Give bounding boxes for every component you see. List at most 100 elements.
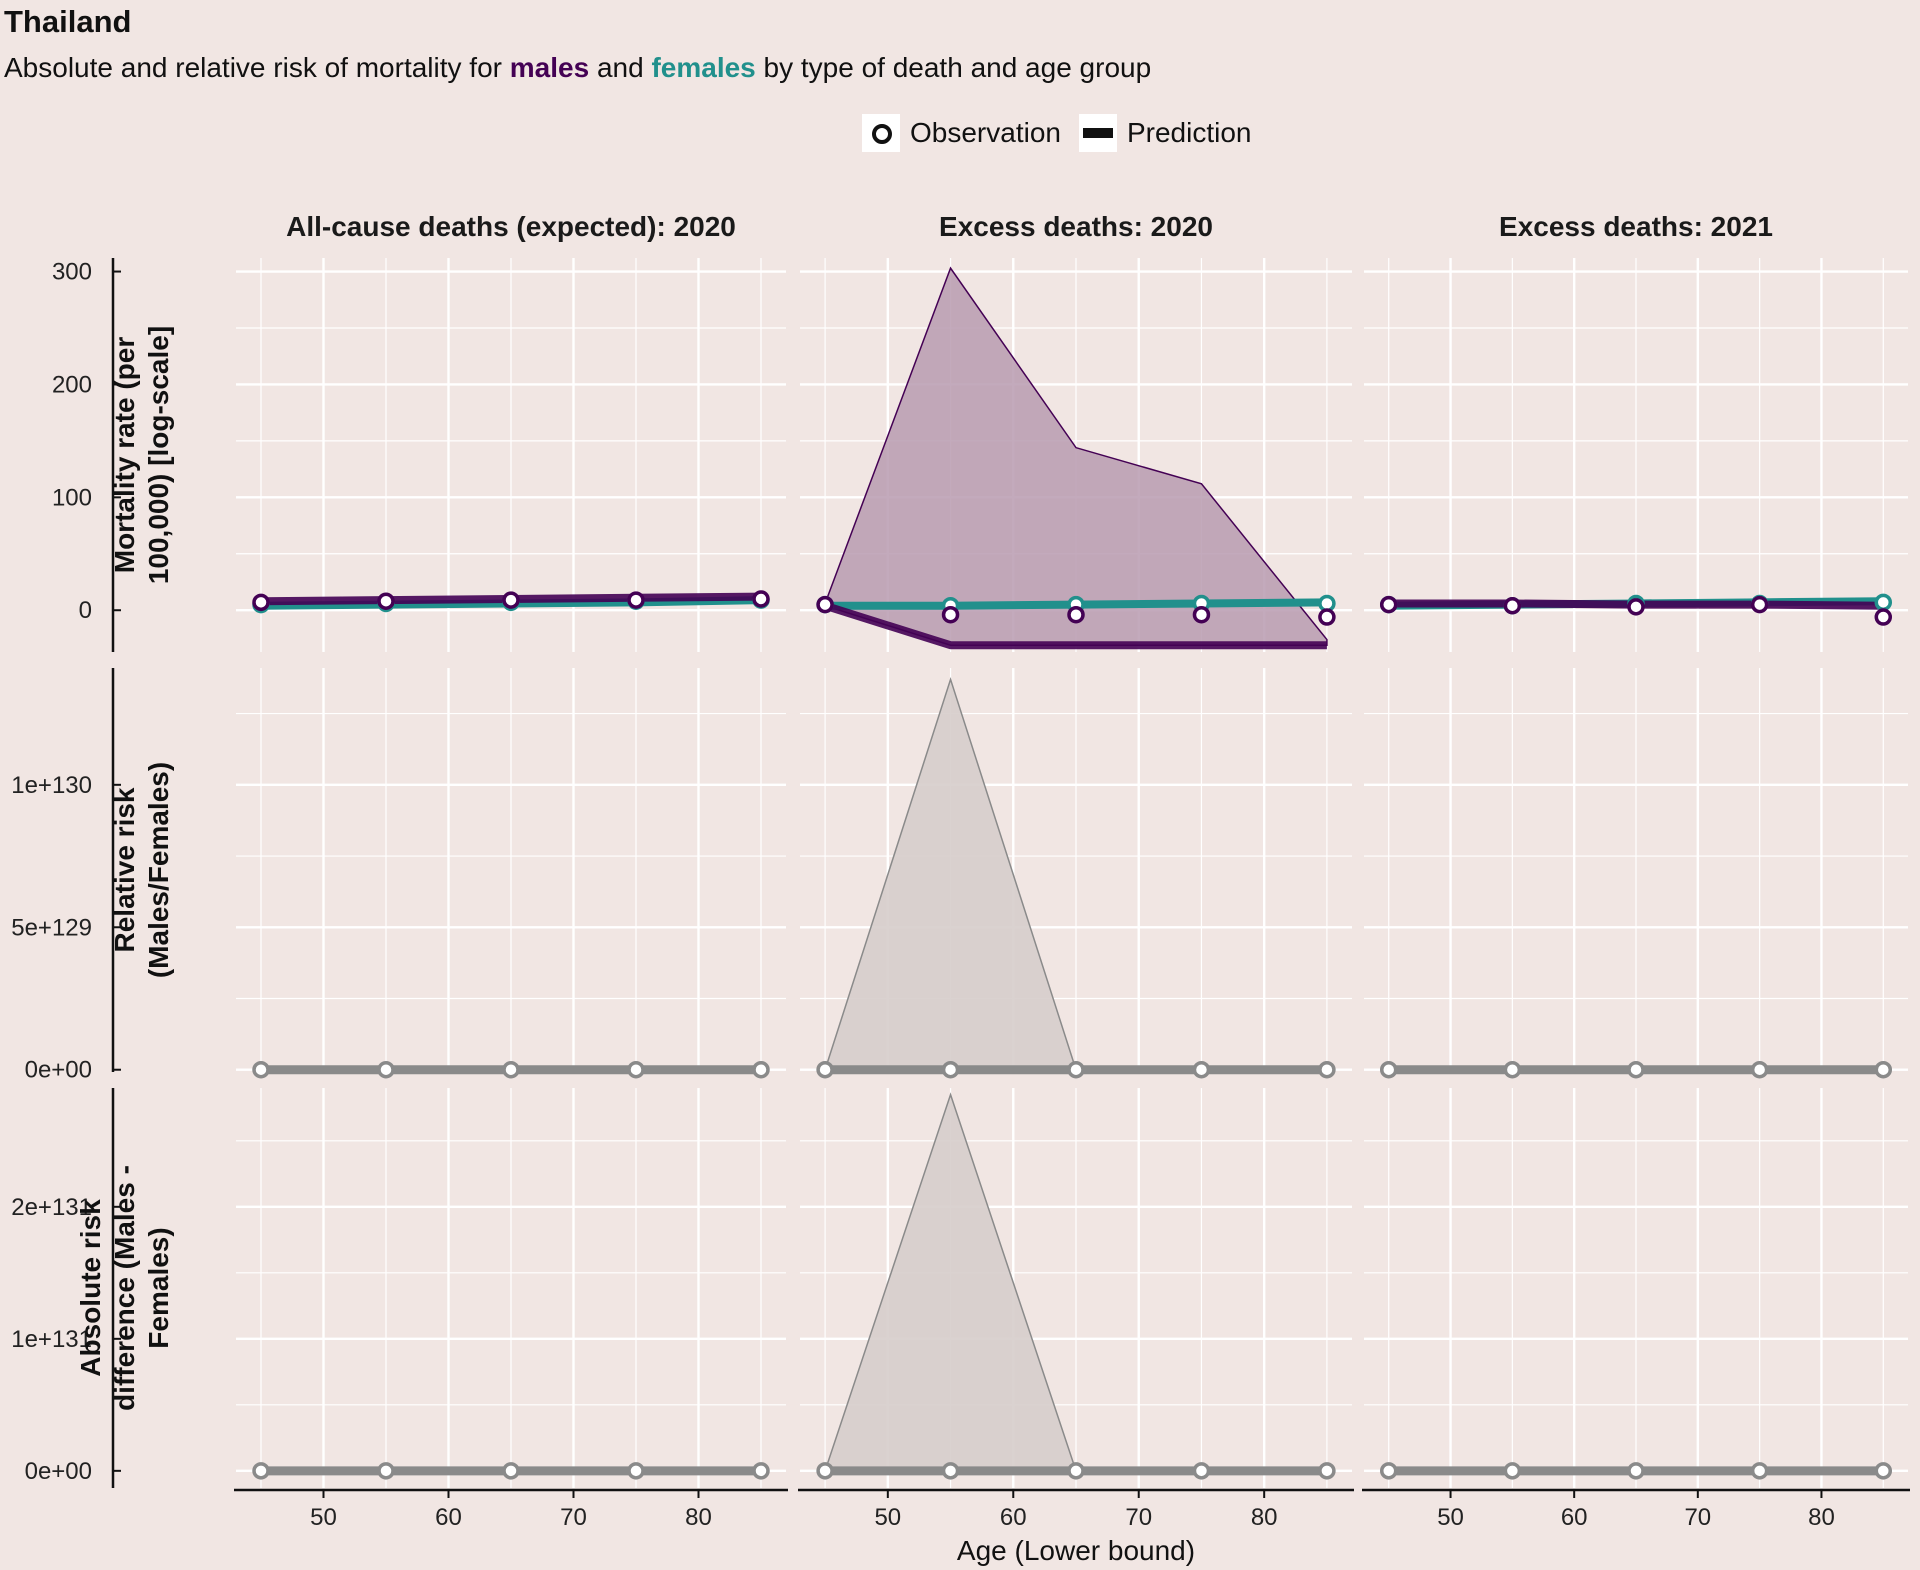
y-axis-title: Mortality rate (per 100,000) [log-scale] <box>109 326 174 584</box>
y-axis-title: Relative risk (Males/Females) <box>109 762 174 978</box>
subtitle-males: males <box>509 52 590 83</box>
males-observation-point <box>1318 608 1336 626</box>
panel-r1-c3 <box>1364 258 1908 652</box>
y-tick-label: 100 <box>52 484 92 511</box>
ratio-observation-point <box>816 1462 834 1480</box>
facet-strip-3: Excess deaths: 2021 <box>1499 211 1773 242</box>
subtitle-suffix: by type of death and age group <box>755 52 1152 83</box>
panel-r1-c1 <box>236 258 786 652</box>
ratio-observation-point <box>1318 1060 1336 1079</box>
x-tick-label: 70 <box>1684 1504 1711 1531</box>
ratio-observation-point <box>1379 1462 1398 1480</box>
ratio-observation-point <box>752 1060 770 1079</box>
ratio-observation-point <box>1874 1060 1893 1079</box>
males-observation-point <box>816 595 834 614</box>
males-observation-point <box>1874 608 1893 626</box>
y-axis-title-line: Relative risk <box>109 787 140 952</box>
legend: Observation Prediction <box>862 114 1269 152</box>
y-tick-label: 5e+129 <box>11 914 92 941</box>
y-tick-label: 200 <box>52 371 92 398</box>
ratio-observation-point <box>752 1462 770 1480</box>
chart-title: Thailand <box>4 4 132 39</box>
ratio-observation-point <box>377 1060 395 1079</box>
y-tick-label: 0e+00 <box>25 1458 92 1485</box>
subtitle-and: and <box>589 52 652 83</box>
y-axis-title-line: (Males/Females) <box>143 762 174 978</box>
x-tick-label: 80 <box>1808 1504 1835 1531</box>
panel-r2-c1 <box>236 668 786 1079</box>
males-observation-point <box>377 592 395 610</box>
panel-r2-c2 <box>800 668 1352 1079</box>
males-observation-point <box>1750 595 1769 614</box>
legend-prediction-label: Prediction <box>1126 117 1252 148</box>
subtitle-prefix: Absolute and relative risk of mortality … <box>4 52 510 83</box>
panel-r1-c2 <box>800 258 1352 652</box>
males-observation-point <box>1627 598 1645 616</box>
ratio-observation-point <box>1503 1060 1522 1079</box>
ratio-observation-point <box>502 1060 520 1079</box>
males-observation-point <box>1379 595 1398 614</box>
x-tick-label: 70 <box>1125 1504 1152 1531</box>
y-tick-label: 1e+130 <box>11 772 92 799</box>
panel-r3-c1 <box>236 1088 786 1488</box>
y-axis-title-line: difference (Males - <box>109 1165 140 1411</box>
males-observation-point <box>1067 605 1085 624</box>
panel-r3-c3 <box>1364 1088 1908 1488</box>
y-axis-title-line: Mortality rate (per <box>109 337 140 574</box>
y-tick-label: 0e+00 <box>25 1057 92 1084</box>
males-observation-point <box>752 590 770 608</box>
ratio-observation-point <box>1067 1060 1085 1079</box>
x-tick-label: 80 <box>685 1504 712 1531</box>
ratio-observation-point <box>252 1462 270 1480</box>
ratio-observation-point <box>1627 1060 1645 1079</box>
males-prediction-line <box>823 601 1327 650</box>
x-tick-label: 50 <box>1437 1504 1464 1531</box>
panel-r2-c3 <box>1364 668 1908 1079</box>
panel-r3-c2 <box>800 1088 1352 1488</box>
subtitle-females: females <box>651 52 756 83</box>
y-axis-title-line: 100,000) [log-scale] <box>143 326 174 584</box>
x-tick-label: 50 <box>310 1504 337 1531</box>
ratio-observation-point <box>1874 1462 1893 1480</box>
y-axis-title-line: Females) <box>143 1227 174 1348</box>
ratio-observation-point <box>1192 1060 1211 1079</box>
ratio-observation-point <box>816 1060 834 1079</box>
males-observation-point <box>627 591 645 609</box>
ratio-observation-point <box>941 1060 960 1079</box>
y-tick-label: 0 <box>79 597 92 624</box>
x-tick-label: 60 <box>1561 1504 1588 1531</box>
legend-observation-label: Observation <box>910 117 1061 148</box>
ratio-observation-point <box>1318 1462 1336 1480</box>
females-observation-point <box>1874 593 1893 612</box>
ratio-observation-point <box>941 1462 960 1480</box>
x-axis-title: Age (Lower bound) <box>957 1535 1195 1566</box>
x-tick-label: 50 <box>874 1504 901 1531</box>
ratio-observation-point <box>1750 1060 1769 1079</box>
ratio-observation-point <box>627 1060 645 1079</box>
y-axis-title-line: Absolute risk <box>75 1199 106 1377</box>
chart-subtitle: Absolute and relative risk of mortality … <box>4 52 1151 84</box>
y-axis-title: Absolute risk difference (Males - Females) <box>75 1165 174 1411</box>
facet-strip-1: All-cause deaths (expected): 2020 <box>286 211 736 242</box>
males-observation-point <box>941 605 960 624</box>
ratio-observation-point <box>1503 1462 1522 1480</box>
males-observation-point <box>1503 596 1522 615</box>
ratio-observation-point <box>1379 1060 1398 1079</box>
ratio-observation-point <box>1067 1462 1085 1480</box>
ratio-observation-point <box>377 1462 395 1480</box>
males-observation-point <box>502 591 520 609</box>
x-tick-label: 60 <box>1000 1504 1027 1531</box>
ratio-observation-point <box>1192 1462 1211 1480</box>
y-tick-label: 300 <box>52 259 92 286</box>
ratio-observation-point <box>627 1462 645 1480</box>
ratio-observation-point <box>252 1060 270 1079</box>
x-tick-label: 80 <box>1251 1504 1278 1531</box>
x-tick-label: 60 <box>435 1504 462 1531</box>
observation-key-icon <box>862 114 900 152</box>
y-tick-label: 2e+131 <box>11 1194 92 1221</box>
x-tick-label: 70 <box>560 1504 587 1531</box>
males-observation-point <box>1192 605 1211 624</box>
prediction-key-icon <box>1078 114 1117 152</box>
ratio-observation-point <box>1750 1462 1769 1480</box>
